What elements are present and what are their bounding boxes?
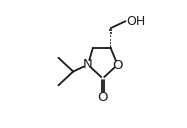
Text: O: O — [113, 59, 123, 72]
Text: O: O — [97, 91, 108, 104]
Text: N: N — [83, 58, 92, 71]
Text: OH: OH — [126, 15, 146, 28]
